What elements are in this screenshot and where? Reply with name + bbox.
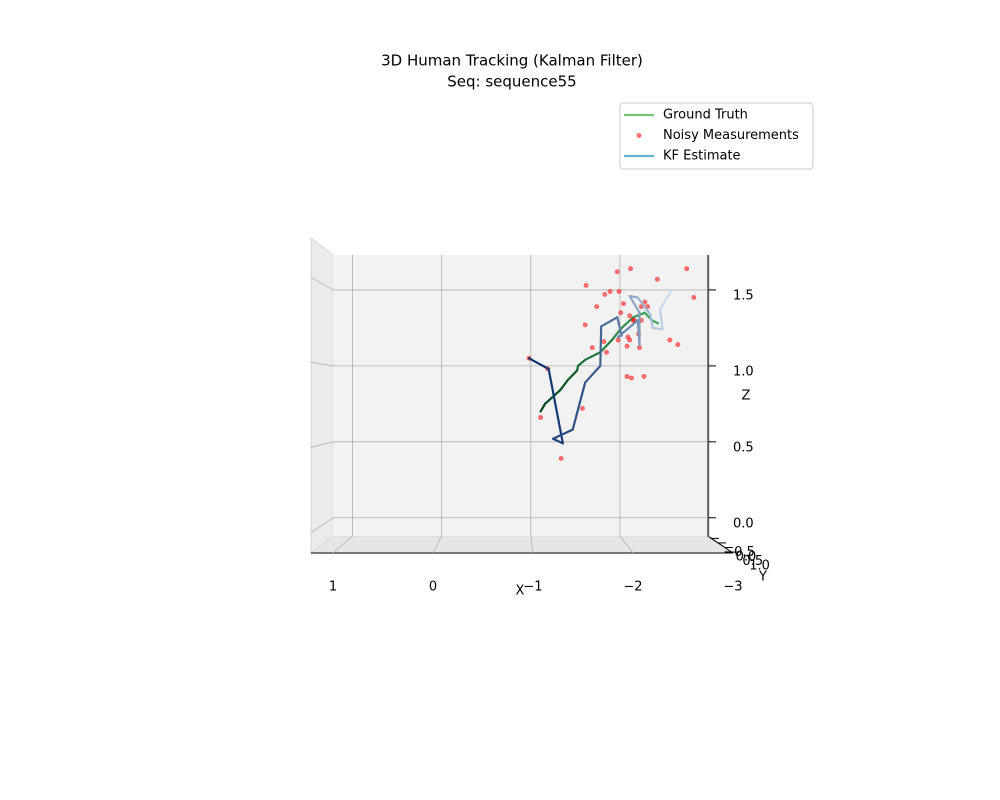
trajectory-segment <box>547 367 564 445</box>
chart-subtitle: Seq: sequence55 <box>447 73 576 91</box>
x-axis-label: X <box>516 584 525 599</box>
trajectory-segment <box>539 402 547 413</box>
y-tick-label: 0.5 <box>742 554 763 569</box>
trajectory-segment <box>599 338 613 354</box>
trajectory-segment <box>600 316 619 328</box>
measurement-point <box>589 345 595 351</box>
x-tick-label: −2 <box>623 580 642 595</box>
trajectory-segment <box>599 325 603 367</box>
y-axis-label: Y <box>758 570 767 585</box>
trajectory-segment <box>636 296 652 316</box>
grid-line <box>332 535 353 554</box>
trajectory-segment <box>658 308 664 331</box>
legend: Ground Truth Noisy Measurements KF Estimat… <box>619 102 814 170</box>
legend-swatch <box>636 133 642 138</box>
measurement-point <box>675 342 681 348</box>
measurement-point <box>601 339 607 345</box>
trajectory-segment <box>567 369 579 381</box>
measurement-point <box>618 310 624 316</box>
measurement-point <box>579 405 585 411</box>
trajectory-segment <box>649 313 654 330</box>
y-axis-line <box>708 536 734 554</box>
measurement-point <box>614 269 620 275</box>
measurement-point <box>594 304 600 310</box>
measurement-point <box>627 337 633 343</box>
trajectory-segment <box>628 294 641 314</box>
y-tick-label: 0.0 <box>736 549 757 564</box>
measurement-point <box>684 266 690 272</box>
trajectory-segment <box>527 357 550 371</box>
trajectory-segment <box>616 316 623 337</box>
grid-line <box>530 535 534 554</box>
measurement-point <box>616 288 622 294</box>
measurement-point <box>620 301 626 307</box>
x-tick-label: 1 <box>329 580 337 595</box>
grid-line <box>310 361 334 367</box>
measurement-point <box>624 374 630 380</box>
z-tick-label: 1.5 <box>733 288 754 303</box>
trajectory-segment <box>559 378 570 392</box>
y-tick-label: 1.0 <box>749 559 770 574</box>
measurement-point <box>628 266 634 272</box>
measurement-point <box>615 337 621 343</box>
grid-line <box>310 441 334 448</box>
grid-line <box>310 276 334 291</box>
trajectory-segment <box>551 437 564 445</box>
floor-pane <box>309 535 735 554</box>
measurement-point <box>624 343 630 349</box>
trajectory-segment <box>658 288 673 311</box>
back-pane <box>333 255 709 536</box>
trajectory-segment <box>576 358 587 367</box>
trajectory-segment <box>584 351 602 361</box>
measurement-point <box>558 456 564 462</box>
trajectory-segment <box>651 326 664 331</box>
legend-label: Noisy Measurements <box>663 128 799 143</box>
grid-line <box>432 535 443 554</box>
measurement-point <box>602 291 608 297</box>
measurement-point <box>582 322 588 328</box>
measurement-point <box>642 299 648 305</box>
z-axis-label: Z <box>742 389 751 404</box>
measurement-point <box>641 374 647 380</box>
left-pane <box>310 236 334 555</box>
trajectory-segment <box>650 319 660 325</box>
trajectory-segment <box>571 381 587 431</box>
grid-line <box>310 517 334 533</box>
measurement-point <box>667 337 673 343</box>
measurement-point <box>604 349 610 355</box>
trajectory-segment <box>551 428 574 440</box>
series <box>526 266 697 462</box>
x-tick-label: 0 <box>429 580 437 595</box>
measurement-point <box>654 276 660 282</box>
legend-box <box>619 102 814 170</box>
trajectory-segment <box>617 319 639 339</box>
measurement-point <box>628 375 634 381</box>
series <box>527 288 673 445</box>
z-tick-label: 1.0 <box>733 364 754 379</box>
trajectory-segment <box>584 364 602 384</box>
trajectory-segment <box>628 294 639 299</box>
z-tick-label: 0.0 <box>733 516 754 531</box>
measurement-point <box>538 415 544 421</box>
chart-title: 3D Human Tracking (Kalman Filter) <box>381 52 643 70</box>
grid-line <box>619 535 634 554</box>
measurement-point <box>627 313 633 319</box>
measurement-point <box>607 288 613 294</box>
trajectory-segment <box>543 389 562 405</box>
z-tick-label: 0.5 <box>733 440 754 455</box>
x-tick-label: −1 <box>523 580 542 595</box>
measurement-point <box>583 282 589 288</box>
measurement-point <box>691 295 697 301</box>
measurement-point <box>637 345 643 351</box>
x-tick-label: −3 <box>723 580 742 595</box>
legend-label: KF Estimate <box>663 149 741 164</box>
legend-label: Ground Truth <box>663 108 748 123</box>
